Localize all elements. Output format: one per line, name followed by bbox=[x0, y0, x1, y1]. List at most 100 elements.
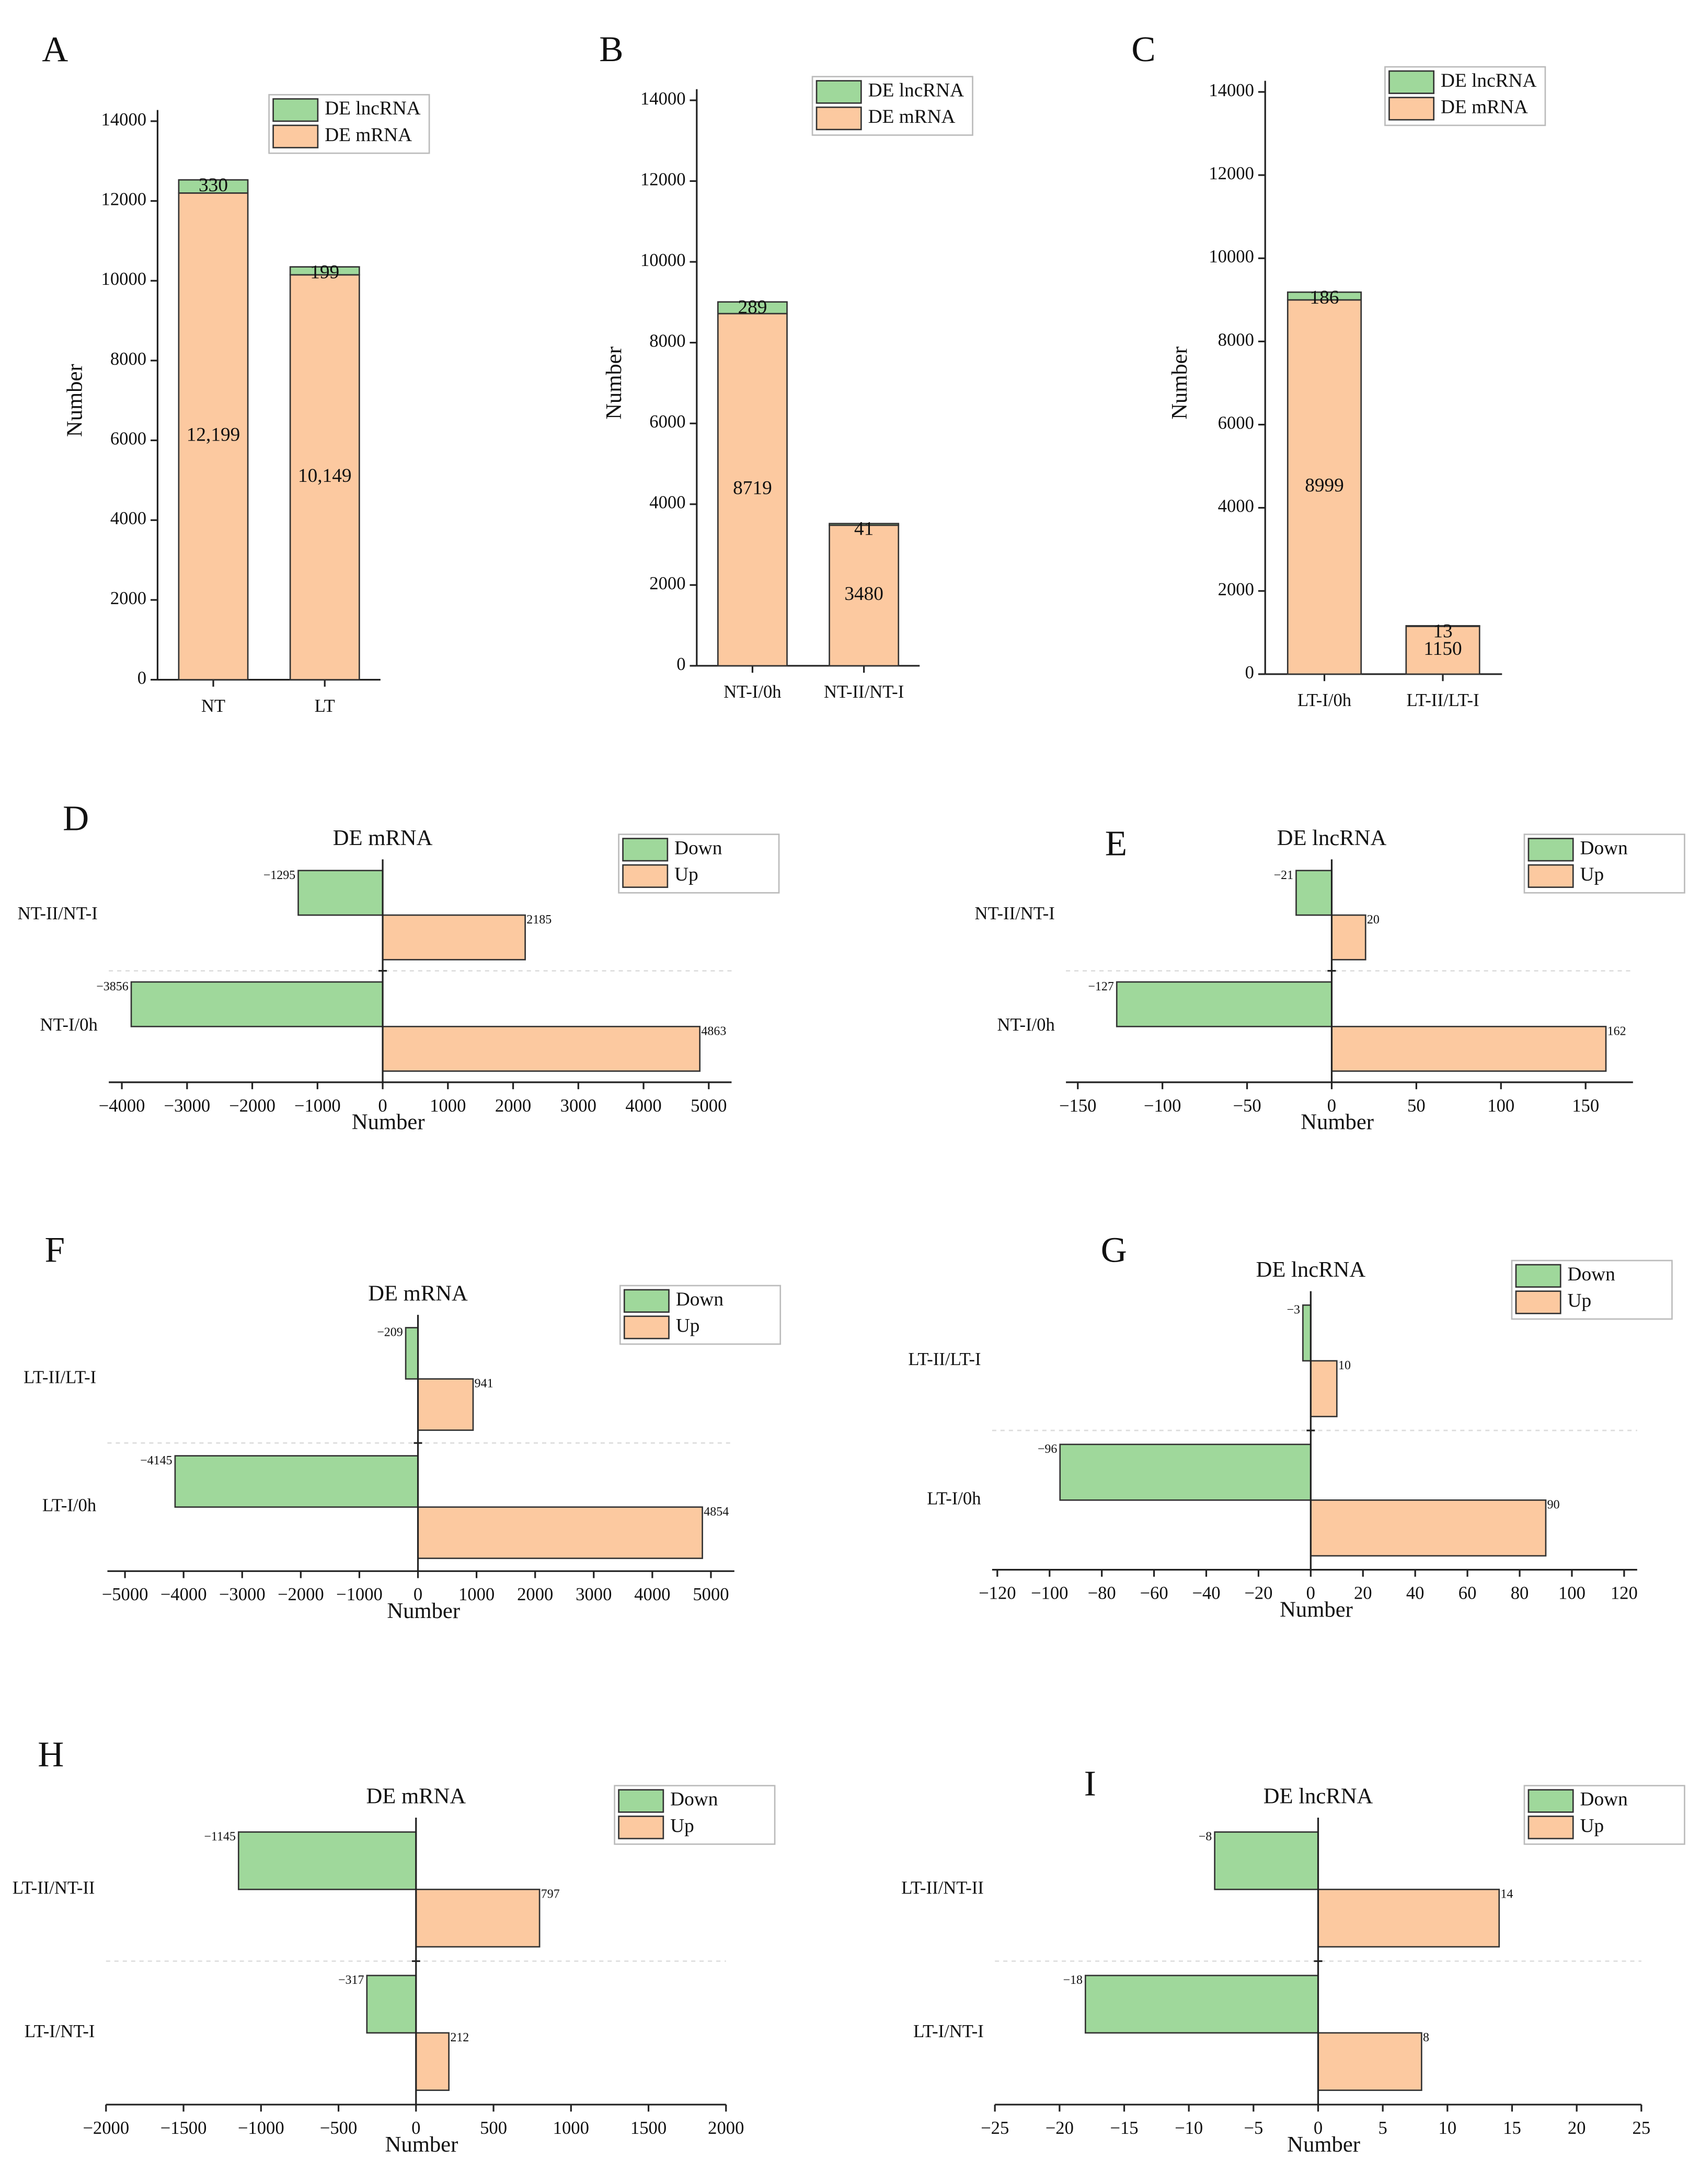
y-axis-label: Number bbox=[602, 346, 626, 420]
legend-swatch bbox=[272, 98, 319, 122]
x-tick-label: 0 bbox=[411, 2118, 420, 2138]
bar bbox=[1116, 981, 1333, 1027]
chart-title: DE mRNA bbox=[366, 1784, 466, 1809]
x-tick-label: −5000 bbox=[102, 1585, 148, 1604]
x-axis-label: Number bbox=[387, 1599, 460, 1623]
value-label: −96 bbox=[1038, 1442, 1058, 1456]
y-tick-label: LT-I/0h bbox=[42, 1496, 96, 1516]
legend-label: Down bbox=[1568, 1264, 1616, 1285]
x-tick-label: 3000 bbox=[560, 1096, 596, 1116]
x-tick-label: NT-I/0h bbox=[723, 682, 781, 702]
y-tick-label: 10000 bbox=[1209, 247, 1254, 267]
legend-label: Up bbox=[670, 1815, 694, 1836]
panel-letter: F bbox=[45, 1230, 65, 1270]
legend-label: DE lncRNA bbox=[325, 98, 420, 119]
panel-letter: G bbox=[1101, 1230, 1127, 1270]
legend-swatch bbox=[618, 1789, 664, 1813]
legend-swatch bbox=[1388, 97, 1435, 121]
x-tick-label: −60 bbox=[1140, 1584, 1168, 1603]
y-tick-label: 6000 bbox=[110, 429, 146, 449]
x-tick-label: 0 bbox=[1314, 2118, 1323, 2138]
value-label: −1145 bbox=[204, 1830, 236, 1844]
x-tick-label: −15 bbox=[1110, 2118, 1138, 2138]
x-tick-label: −25 bbox=[981, 2118, 1009, 2138]
x-tick-label: 120 bbox=[1611, 1584, 1638, 1603]
legend-swatch bbox=[815, 106, 862, 131]
panel-letter: I bbox=[1084, 1763, 1096, 1803]
value-label: 199 bbox=[310, 262, 339, 283]
x-tick-label: 2000 bbox=[495, 1096, 531, 1116]
value-label: −4145 bbox=[140, 1454, 172, 1467]
x-tick-label: NT-II/NT-I bbox=[824, 682, 904, 702]
x-tick-label: −120 bbox=[979, 1584, 1016, 1603]
legend-swatch bbox=[1527, 838, 1574, 862]
value-label: 289 bbox=[738, 297, 767, 318]
x-tick-label: 5000 bbox=[693, 1585, 729, 1604]
value-label: 41 bbox=[854, 518, 874, 540]
x-tick-label: 1000 bbox=[430, 1096, 466, 1116]
value-label: 3480 bbox=[844, 583, 883, 605]
y-tick-label: 2000 bbox=[1218, 580, 1254, 599]
y-tick-label: 4000 bbox=[110, 509, 146, 528]
legend-label: DE lncRNA bbox=[868, 79, 964, 101]
legend-label: DE lncRNA bbox=[1441, 70, 1536, 91]
legend-label: DE mRNA bbox=[325, 124, 412, 146]
legend-label: DE mRNA bbox=[868, 106, 956, 128]
bar bbox=[1302, 1304, 1312, 1362]
value-label: 212 bbox=[450, 2031, 469, 2044]
x-tick-label: 80 bbox=[1511, 1584, 1529, 1603]
bar bbox=[382, 914, 526, 961]
legend-swatch bbox=[623, 1315, 670, 1339]
bar bbox=[1331, 1025, 1607, 1072]
bar bbox=[174, 1455, 419, 1508]
x-tick-label: LT bbox=[315, 696, 335, 716]
x-tick-label: −1500 bbox=[160, 2118, 207, 2138]
panel-letter: C bbox=[1131, 29, 1155, 69]
y-tick-label: 2000 bbox=[110, 588, 146, 608]
x-tick-label: 0 bbox=[378, 1096, 387, 1116]
x-tick-label: −1000 bbox=[238, 2118, 284, 2138]
value-label: 20 bbox=[1367, 913, 1380, 927]
bar-segment bbox=[1405, 626, 1480, 675]
bar-segment bbox=[1287, 291, 1362, 301]
y-tick-label: NT-I/0h bbox=[40, 1015, 98, 1035]
x-tick-label: 0 bbox=[1327, 1096, 1336, 1116]
legend-label: Up bbox=[676, 1315, 700, 1336]
legend-swatch bbox=[1527, 864, 1574, 888]
y-tick-label: 8000 bbox=[110, 349, 146, 369]
x-tick-label: −1000 bbox=[294, 1096, 341, 1116]
x-tick-label: −20 bbox=[1046, 2118, 1074, 2138]
legend-label: Down bbox=[1580, 1789, 1628, 1810]
value-label: 12,199 bbox=[187, 424, 240, 446]
y-tick-label: 14000 bbox=[101, 110, 147, 130]
x-tick-label: 500 bbox=[480, 2118, 507, 2138]
legend-swatch bbox=[815, 80, 862, 104]
chart-title: DE lncRNA bbox=[1256, 1257, 1366, 1282]
x-tick-label: LT-I/0h bbox=[1297, 690, 1351, 710]
bar bbox=[1317, 2032, 1422, 2091]
y-tick-label: 12000 bbox=[1209, 164, 1254, 183]
legend-label: Up bbox=[674, 864, 698, 885]
value-label: −3856 bbox=[96, 980, 128, 993]
value-label: 13 bbox=[1433, 620, 1452, 642]
panel-letter: H bbox=[38, 1734, 64, 1774]
chart-title: DE lncRNA bbox=[1277, 826, 1387, 850]
y-tick-label: LT-II/LT-I bbox=[24, 1367, 96, 1387]
value-label: −209 bbox=[377, 1326, 403, 1339]
bar bbox=[415, 2032, 450, 2091]
value-label: −21 bbox=[1274, 869, 1294, 882]
bar bbox=[1310, 1360, 1338, 1417]
legend-label: Down bbox=[674, 837, 722, 859]
x-tick-label: 100 bbox=[1558, 1584, 1586, 1603]
value-label: −18 bbox=[1063, 1973, 1083, 1987]
value-label: 2185 bbox=[526, 913, 552, 927]
x-axis-label: Number bbox=[352, 1110, 425, 1135]
y-tick-label: 14000 bbox=[1209, 80, 1254, 100]
y-axis-label: Number bbox=[1167, 346, 1192, 420]
legend-label: Down bbox=[670, 1789, 718, 1810]
legend-swatch bbox=[622, 864, 669, 888]
x-tick-label: −5 bbox=[1244, 2118, 1263, 2138]
y-tick-label: 0 bbox=[676, 654, 685, 674]
legend-label: DE mRNA bbox=[1441, 96, 1528, 118]
